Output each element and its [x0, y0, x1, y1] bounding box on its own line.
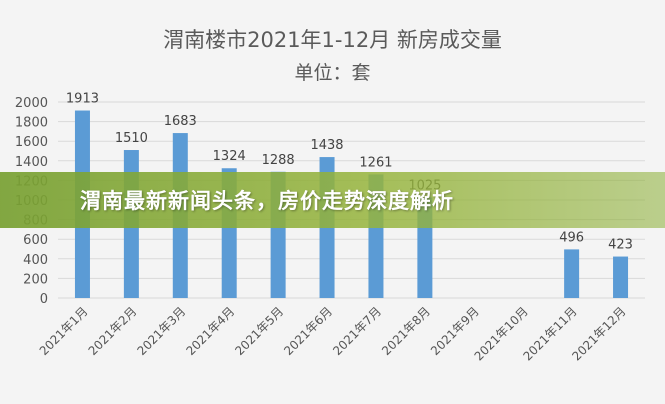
bar — [613, 256, 629, 298]
data-label: 1510 — [115, 131, 148, 146]
x-tick-label: 2021年6月 — [281, 304, 335, 358]
chart-title: 渭南楼市2021年1-12月 新房成交量 — [163, 28, 502, 52]
y-tick-label: 1600 — [15, 135, 48, 150]
data-label: 1683 — [164, 114, 197, 129]
data-label: 1288 — [262, 153, 295, 168]
y-tick-label: 200 — [23, 272, 48, 287]
x-tick-label: 2021年7月 — [330, 304, 384, 358]
x-tick-label: 2021年3月 — [135, 304, 189, 358]
y-tick-label: 600 — [23, 233, 48, 248]
data-label: 1261 — [359, 155, 392, 170]
x-tick-label: 2021年4月 — [183, 304, 237, 358]
data-label: 1913 — [66, 92, 99, 107]
headline-banner — [0, 172, 665, 228]
data-label: 496 — [559, 230, 584, 245]
data-label: 423 — [608, 238, 633, 253]
y-tick-label: 1800 — [15, 116, 48, 131]
x-tick-label: 2021年2月 — [86, 304, 140, 358]
y-tick-label: 2000 — [15, 96, 48, 111]
bar — [564, 249, 580, 298]
x-tick-label: 2021年1月 — [37, 304, 91, 358]
x-tick-label: 2021年8月 — [379, 304, 433, 358]
x-tick-label: 2021年5月 — [232, 304, 286, 358]
y-tick-label: 0 — [40, 292, 48, 307]
y-tick-label: 400 — [23, 253, 48, 268]
data-label: 1438 — [310, 138, 343, 153]
headline-text: 渭南最新新闻头条，房价走势深度解析 — [80, 189, 454, 213]
chart-subtitle: 单位：套 — [294, 62, 371, 84]
data-label: 1324 — [213, 149, 246, 164]
y-tick-label: 1400 — [15, 155, 48, 170]
